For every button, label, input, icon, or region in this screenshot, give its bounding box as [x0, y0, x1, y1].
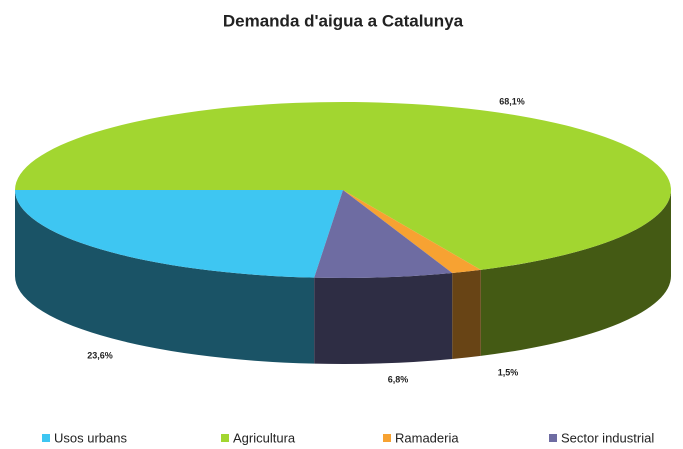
legend-label: Sector industrial — [561, 430, 654, 445]
legend-label: Agricultura — [233, 430, 296, 445]
slice — [314, 190, 453, 278]
data-label: 6,8% — [388, 374, 409, 384]
slice-side — [452, 269, 481, 359]
data-label: 1,5% — [498, 367, 519, 377]
slice-side — [15, 190, 315, 364]
chart-title: Demanda d'aigua a Catalunya — [223, 11, 464, 30]
legend-label: Ramaderia — [395, 430, 459, 445]
legend-swatch — [549, 434, 557, 442]
slice — [15, 190, 343, 278]
slice-side — [314, 272, 453, 364]
legend-swatch — [383, 434, 391, 442]
legend-swatch — [42, 434, 50, 442]
slice-side — [480, 190, 671, 356]
slice — [343, 190, 481, 273]
legend-label: Usos urbans — [54, 430, 127, 445]
data-label: 68,1% — [499, 96, 525, 106]
slice — [15, 102, 671, 270]
legend-swatch — [221, 434, 229, 442]
data-label: 23,6% — [87, 350, 113, 360]
